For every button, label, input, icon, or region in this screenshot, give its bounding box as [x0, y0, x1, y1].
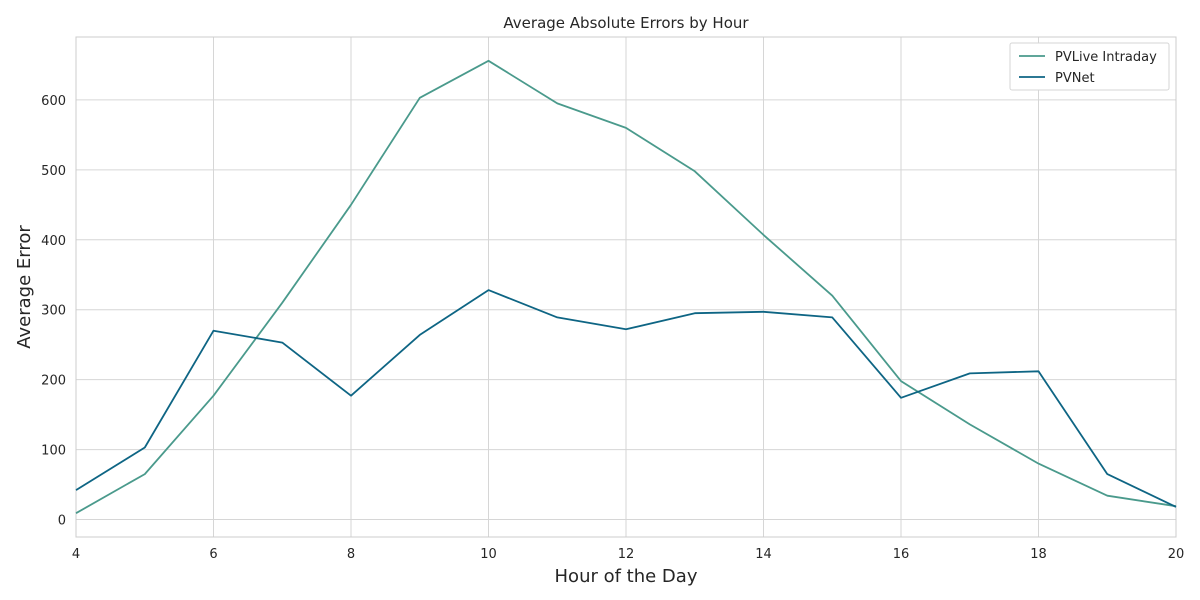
x-tick-label: 8	[347, 547, 355, 562]
y-tick-label: 600	[41, 94, 66, 109]
series-line-pvlive-intraday	[75, 59, 1177, 514]
x-tick-label: 20	[1168, 547, 1185, 562]
y-axis-title: Average Error	[14, 225, 35, 349]
x-tick-label: 10	[480, 547, 497, 562]
grid	[75, 37, 1177, 537]
y-tick-label: 100	[41, 444, 66, 459]
x-tick-label: 4	[72, 547, 80, 562]
y-tick-label: 0	[58, 514, 66, 529]
y-tick-label: 200	[41, 374, 66, 389]
x-tick-labels: 4 6 8 10 12 14 16 18 20	[72, 547, 1184, 562]
y-tick-label: 400	[41, 234, 66, 249]
series-line-pvnet	[75, 289, 1177, 508]
legend-label-pvlive-intraday: PVLive Intraday	[1055, 50, 1157, 65]
x-tick-label: 18	[1030, 547, 1047, 562]
x-axis-title: Hour of the Day	[555, 566, 698, 587]
chart-title: Average Absolute Errors by Hour	[503, 14, 749, 32]
legend: PVLive Intraday PVNet	[1009, 42, 1170, 91]
x-tick-label: 6	[209, 547, 217, 562]
x-tick-label: 14	[755, 547, 772, 562]
plot-frame	[75, 36, 1177, 538]
y-tick-label: 500	[41, 164, 66, 179]
x-tick-label: 16	[893, 547, 910, 562]
legend-label-pvnet: PVNet	[1055, 71, 1095, 86]
y-tick-label: 300	[41, 304, 66, 319]
legend-box	[1009, 42, 1170, 91]
x-tick-label: 12	[618, 547, 635, 562]
y-tick-labels: 0 100 200 300 400 500 600	[41, 94, 66, 529]
series-lines	[75, 59, 1177, 514]
